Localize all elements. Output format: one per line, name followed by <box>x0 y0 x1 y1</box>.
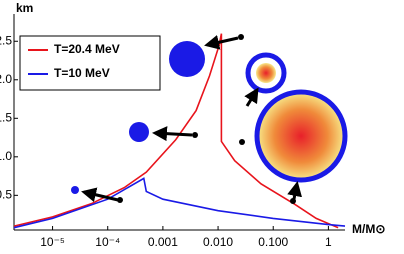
x-tick-label: 1 <box>325 235 332 249</box>
y-axis-label: km <box>16 1 33 15</box>
series-line <box>13 177 346 229</box>
y-tick-label: 0.5 <box>0 188 12 202</box>
series-line <box>13 33 339 229</box>
y-tick-label: 1.0 <box>0 149 12 163</box>
y-tick-label: 1.5 <box>0 110 12 124</box>
x-tick-label: 10⁻⁵ <box>40 235 65 249</box>
x-tick-label: 0.100 <box>258 235 288 249</box>
x-tick-label: 0.001 <box>148 235 178 249</box>
x-tick-label: 0.010 <box>203 235 233 249</box>
x-axis-label: M/M⊙ <box>352 222 385 236</box>
legend-box <box>19 35 161 91</box>
illustrations <box>71 34 348 204</box>
y-tick-label: 2.5 <box>0 33 12 47</box>
x-tick-label: 10⁻⁴ <box>95 235 120 249</box>
legend-label: T=10 MeV <box>54 66 110 80</box>
legend-label: T=20.4 MeV <box>54 42 120 56</box>
y-tick-label: 2.0 <box>0 72 12 86</box>
